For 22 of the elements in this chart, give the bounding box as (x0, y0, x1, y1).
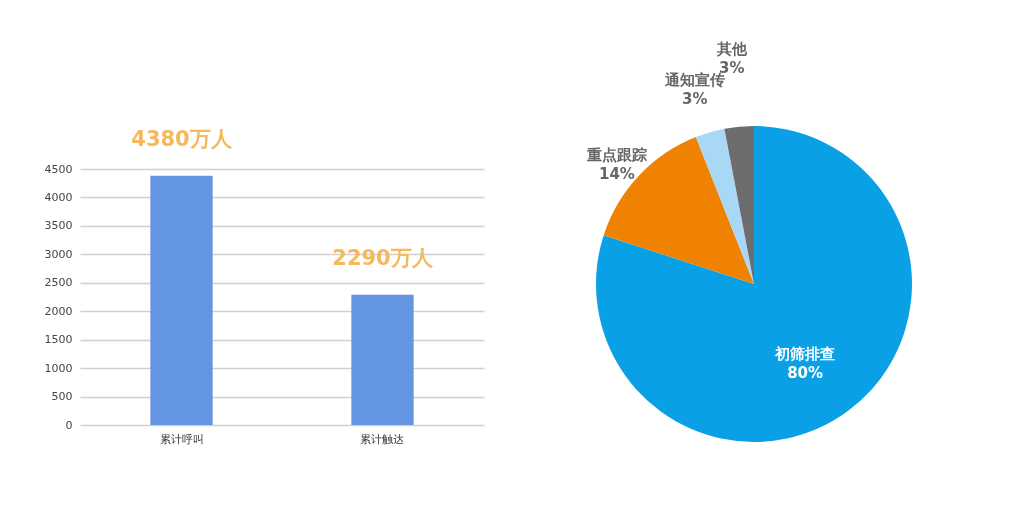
data-label: 14% (599, 165, 635, 184)
pie-slice (724, 126, 754, 284)
y-tick-label: 0 (65, 418, 73, 432)
y-tick-label: 500 (51, 390, 73, 404)
x-tick-label: 累计呼叫 (159, 432, 204, 446)
slice-label: 初筛排查 (774, 345, 836, 364)
data-label: 2290万人 (332, 245, 434, 270)
slice-label: 其他 (715, 40, 748, 59)
y-tick-label: 1000 (44, 361, 73, 375)
y-tick-label: 2000 (44, 304, 73, 318)
data-label: 3% (682, 90, 708, 109)
slice-label: 重点跟踪 (585, 146, 647, 165)
y-tick-label: 4500 (44, 162, 73, 176)
y-tick-label: 3000 (44, 247, 73, 261)
y-tick-label: 4000 (44, 190, 73, 204)
y-tick-label: 2500 (44, 276, 73, 290)
y-tick-label: 3500 (44, 219, 73, 233)
pie-slice (695, 128, 754, 284)
y-tick-label: 1500 (44, 333, 73, 347)
data-label: 80% (787, 364, 824, 383)
x-tick-label: 累计触达 (360, 432, 405, 446)
data-label: 4380万人 (131, 126, 233, 151)
